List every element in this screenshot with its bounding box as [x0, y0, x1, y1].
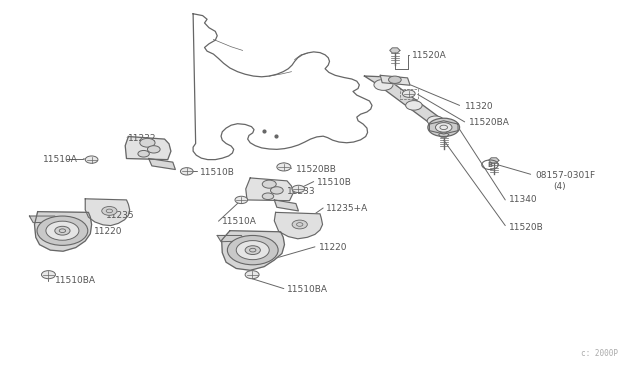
Text: (4): (4)	[554, 182, 566, 190]
Polygon shape	[438, 132, 449, 137]
Text: 11510B: 11510B	[317, 178, 352, 187]
Circle shape	[292, 220, 307, 229]
Polygon shape	[275, 212, 323, 239]
Text: 11220: 11220	[319, 243, 348, 252]
Circle shape	[102, 206, 117, 215]
Circle shape	[277, 163, 291, 171]
Polygon shape	[85, 199, 130, 225]
Polygon shape	[390, 48, 400, 53]
Text: B: B	[488, 162, 493, 168]
Polygon shape	[380, 76, 410, 85]
Text: 11520BB: 11520BB	[296, 165, 337, 174]
Circle shape	[406, 100, 422, 110]
Circle shape	[271, 187, 284, 194]
Circle shape	[140, 138, 155, 147]
Circle shape	[42, 271, 56, 279]
Circle shape	[85, 156, 98, 163]
Text: 11510A: 11510A	[44, 155, 78, 164]
Circle shape	[236, 241, 269, 260]
Text: 11510B: 11510B	[200, 167, 234, 177]
Circle shape	[388, 76, 401, 83]
Circle shape	[403, 90, 415, 97]
Text: 11520B: 11520B	[509, 222, 544, 231]
Text: 11232: 11232	[129, 134, 157, 143]
Polygon shape	[29, 216, 59, 223]
Text: 11320: 11320	[465, 102, 493, 110]
Circle shape	[245, 271, 259, 279]
Text: 11220: 11220	[93, 227, 122, 236]
Circle shape	[435, 123, 452, 132]
Circle shape	[428, 118, 460, 137]
Circle shape	[235, 196, 248, 203]
Circle shape	[292, 185, 305, 193]
Text: 11520BA: 11520BA	[469, 118, 510, 128]
Polygon shape	[221, 231, 284, 270]
Text: 11510A: 11510A	[221, 217, 257, 227]
Circle shape	[245, 246, 260, 254]
Text: 11233: 11233	[287, 187, 316, 196]
Polygon shape	[246, 178, 293, 201]
Circle shape	[262, 180, 276, 188]
Polygon shape	[275, 200, 298, 211]
Circle shape	[46, 221, 79, 240]
Polygon shape	[217, 235, 245, 242]
Circle shape	[262, 193, 274, 199]
Text: 11235+A: 11235+A	[326, 204, 369, 213]
Text: 11340: 11340	[509, 195, 538, 205]
Text: 11510BA: 11510BA	[55, 276, 96, 285]
Circle shape	[227, 235, 278, 265]
Text: c: 2000P: c: 2000P	[581, 349, 618, 358]
Circle shape	[55, 226, 70, 235]
Polygon shape	[35, 212, 92, 251]
Circle shape	[147, 146, 160, 153]
Circle shape	[180, 168, 193, 175]
Text: 08157-0301F: 08157-0301F	[536, 170, 596, 180]
Circle shape	[428, 116, 444, 125]
Circle shape	[37, 216, 88, 246]
Polygon shape	[148, 158, 175, 170]
Text: 11520A: 11520A	[412, 51, 447, 60]
Text: 11235: 11235	[106, 211, 134, 220]
Polygon shape	[125, 137, 171, 160]
Circle shape	[138, 150, 149, 157]
Polygon shape	[364, 76, 448, 130]
Bar	[400, 89, 418, 99]
Polygon shape	[489, 158, 499, 163]
Circle shape	[374, 79, 393, 90]
Text: 11510BA: 11510BA	[287, 285, 328, 294]
